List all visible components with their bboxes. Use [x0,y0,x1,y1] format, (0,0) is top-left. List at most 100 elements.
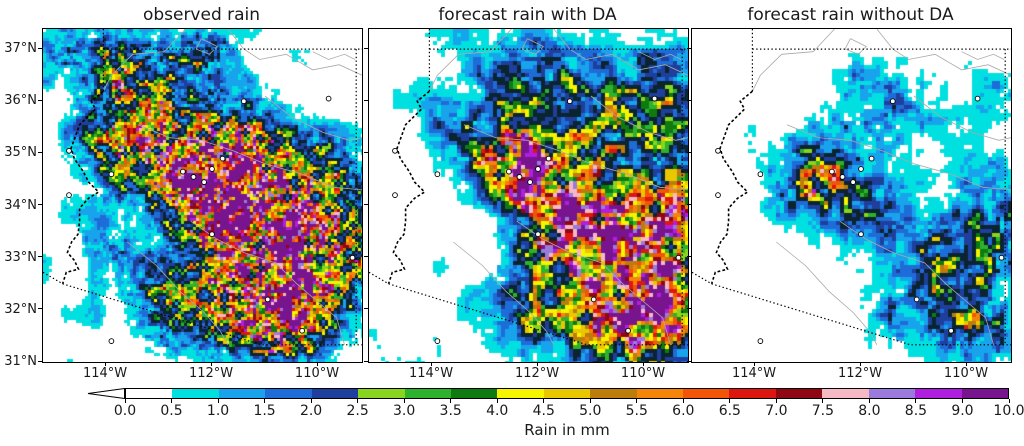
colorbar-segment [126,389,173,398]
colorbar-tick-mark [682,399,684,403]
terrain-line [137,124,362,191]
basemap-overlay [369,29,688,346]
panel-title-observed: observed rain [142,5,261,25]
map-panel-forecast-rain-without-da [691,28,1012,363]
colorbar-tick-mark [915,399,917,403]
terrain-line [553,29,688,76]
terrain-line [638,51,682,60]
y-tick-mark [38,204,42,206]
y-tick-mark [687,360,691,362]
state-border-dotted [388,283,688,346]
terrain-line [913,95,1011,141]
x-tick-mark [430,362,432,366]
y-tick-mark [38,99,42,101]
x-tick-mark [965,362,967,366]
station-marker [209,231,215,238]
station-marker [590,296,597,303]
colorbar-tick-mark [171,399,173,403]
colorbar-tick-label: 4.0 [486,403,509,419]
rain-field-canvas [692,29,1011,362]
terrain-line [453,241,555,345]
station-marker [240,98,247,105]
y-tick-mark [364,99,368,101]
y-tick-mark [687,256,691,258]
terrain-line [190,220,345,345]
station-marker [715,147,721,154]
y-axis-label: 32°N [4,301,37,317]
x-axis-label: 112°W [514,366,560,381]
station-marker [850,179,856,185]
colorbar-tick-label: 9.0 [951,403,974,419]
y-tick-mark [687,99,691,101]
colorbar-tick-label: 8.0 [858,403,881,419]
colorbar-segment [822,389,869,398]
station-marker [715,192,721,198]
y-tick-mark [364,256,368,258]
x-axis-label: 110°W [943,366,989,381]
station-marker [948,327,954,334]
station-marker [108,171,115,178]
colorbar-tick-mark [543,399,545,403]
station-marker [839,174,846,180]
colorbar-tick-mark [264,399,266,403]
colorbar-label: Rain in mm [524,421,610,439]
station-marker [535,231,541,238]
terrain-line [463,124,688,191]
station-marker [675,254,682,261]
station-marker [209,166,215,172]
colorbar-segment [218,389,266,398]
station-marker [434,171,441,178]
terrain-line [786,124,1011,191]
y-axis-label: 33°N [4,249,37,265]
colorbar-tick-mark [124,399,126,403]
map-panel-forecast-rain-with-da [368,28,689,363]
x-tick-mark [210,362,212,366]
terrain-line [127,241,229,345]
colorbar-segment [172,389,219,398]
x-axis-label: 112°W [188,366,234,381]
station-marker [974,95,981,102]
colorbar-segment [868,389,916,398]
station-marker [349,254,356,261]
station-marker [201,179,207,185]
station-marker [190,174,197,180]
station-marker [219,155,226,162]
y-tick-mark [38,308,42,310]
station-marker [325,95,332,102]
x-tick-mark [104,362,106,366]
colorbar-tick-label: 10.0 [993,403,1024,419]
station-marker [651,95,658,102]
colorbar-tick-label: 2.0 [299,403,323,419]
colorbar-tick-label: 6.5 [718,403,741,419]
station-marker [392,192,398,198]
panel-title-forecast-da: forecast rain with DA [438,5,617,25]
terrain-line [312,51,356,60]
colorbar-tick-label: 6.0 [672,403,695,419]
colorbar-tick-mark [775,399,777,403]
colorbar-tick-mark [729,399,731,403]
x-tick-mark [642,362,644,366]
colorbar-tick-label: 3.0 [393,403,416,419]
x-axis-label: 110°W [294,366,340,381]
colorbar-segment [265,389,312,398]
station-marker [299,327,305,334]
x-tick-mark [536,362,538,366]
rain-field-canvas [43,29,362,362]
basemap-overlay [43,29,362,346]
state-border-river [710,90,753,285]
y-tick-mark [364,360,368,362]
terrain-line [521,38,544,55]
colorbar-segment [404,389,451,398]
y-axis-label: 36°N [4,93,37,109]
colorbar-segment [775,389,823,398]
state-border-river [387,90,430,285]
colorbar-segment [450,389,498,398]
station-marker [516,174,523,180]
station-marker [527,179,533,185]
colorbar-tick-label: 1.5 [253,403,276,419]
colorbar-tick-mark [496,399,498,403]
station-marker [889,98,896,105]
station-marker [506,168,512,175]
colorbar-underflow-arrow [87,388,125,399]
state-border-dotted [369,271,389,285]
